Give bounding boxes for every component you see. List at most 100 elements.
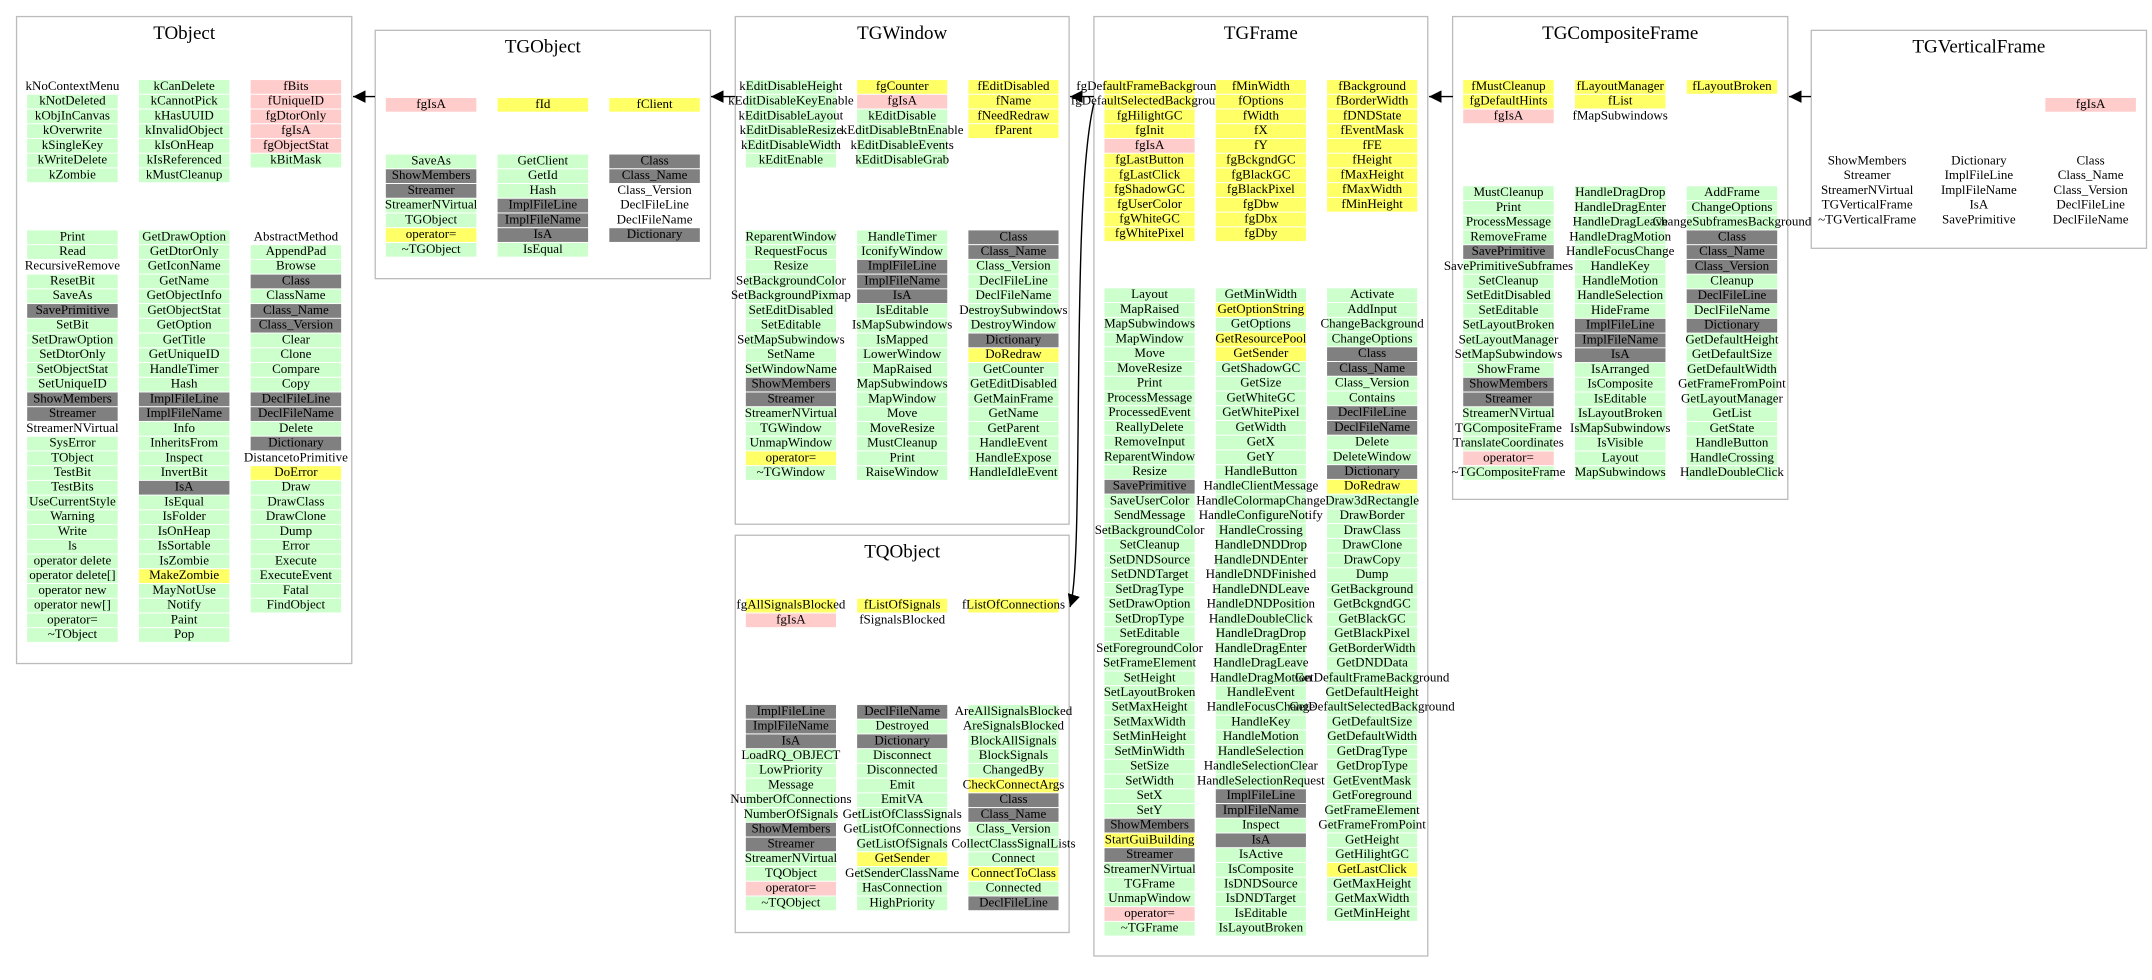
- member: SetDNDTarget: [1111, 566, 1189, 581]
- member: SetSize: [1130, 758, 1169, 773]
- member: GetFrameFromPoint: [1678, 376, 1786, 391]
- member: Hash: [529, 182, 556, 197]
- member-highlight: [968, 598, 1059, 613]
- member-highlight: [1463, 245, 1554, 259]
- member: fMinWidth: [1232, 78, 1290, 93]
- member-highlight: [250, 94, 342, 109]
- member: kNoContextMenu: [25, 78, 119, 93]
- member-highlight: [27, 377, 118, 392]
- member: fLayoutBroken: [1692, 78, 1772, 93]
- member: ShowMembers: [1110, 817, 1189, 832]
- member: Class_Name: [622, 167, 688, 182]
- member: Resize: [774, 258, 809, 273]
- member-highlight: [968, 763, 1059, 778]
- member-highlight: [968, 704, 1059, 719]
- member: HandleDragLeave: [1213, 655, 1309, 670]
- member: IsComposite: [1228, 861, 1294, 876]
- member: Streamer: [408, 182, 456, 197]
- member-highlight: [1463, 333, 1554, 348]
- member: MapRaised: [1120, 301, 1180, 316]
- member-highlight: [250, 598, 342, 613]
- member: SetMinHeight: [1113, 728, 1187, 743]
- member: GetResourcePool: [1215, 330, 1306, 345]
- member-highlight: [1104, 597, 1195, 612]
- member-highlight: [1215, 907, 1306, 921]
- member-highlight: [1215, 212, 1306, 227]
- member: IsMapSubwindows: [852, 317, 952, 332]
- member: GetSize: [1240, 375, 1281, 390]
- member-highlight: [857, 363, 948, 377]
- member: MapWindow: [1116, 330, 1185, 345]
- member: GetFrameElement: [1324, 802, 1420, 817]
- member: BlockSignals: [979, 747, 1048, 762]
- member-highlight: [1215, 686, 1306, 700]
- member: HandleDNDFinished: [1206, 566, 1317, 581]
- member-highlight: [745, 451, 836, 466]
- member: DoError: [274, 464, 318, 479]
- member: GetHilightGC: [1335, 846, 1409, 861]
- member-highlight: [1327, 818, 1418, 833]
- member: IsA: [1611, 346, 1630, 361]
- member: GetBorderWidth: [1329, 640, 1416, 655]
- member: DeclFileName: [258, 405, 334, 420]
- member-highlight: [250, 333, 342, 348]
- member-highlight: [1104, 435, 1195, 450]
- member: Class: [282, 272, 310, 287]
- member: Class_Name: [981, 243, 1047, 258]
- member-highlight: [857, 94, 948, 109]
- member: fDNDState: [1343, 107, 1402, 122]
- member-highlight: [1215, 524, 1306, 538]
- member: Info: [173, 420, 195, 435]
- member: SetMinWidth: [1114, 743, 1185, 758]
- member: fId: [535, 96, 551, 111]
- member: GetDrawOption: [142, 228, 226, 243]
- member: Print: [1137, 375, 1163, 390]
- member: GetX: [1247, 434, 1276, 449]
- member-highlight: [968, 808, 1059, 822]
- member: GetObjectInfo: [147, 287, 222, 302]
- member-highlight: [745, 466, 836, 480]
- member: kEditDisableLayout: [739, 107, 844, 122]
- member: fNeedRedraw: [977, 107, 1050, 122]
- member: GetList: [1712, 405, 1751, 420]
- member-highlight: [385, 183, 477, 198]
- member-highlight: [857, 124, 948, 138]
- member: DrawClass: [267, 493, 324, 508]
- member-highlight: [745, 363, 836, 377]
- member-highlight: [857, 837, 948, 852]
- member: fgShadowGC: [1114, 181, 1185, 196]
- member-highlight: [1327, 612, 1418, 627]
- member-highlight: [857, 407, 948, 421]
- member-highlight: [857, 763, 948, 778]
- member-highlight: [138, 274, 230, 289]
- member: HandleDragEnter: [1574, 199, 1666, 214]
- member: kEditDisable: [868, 107, 936, 122]
- member: fgIsA: [776, 611, 806, 626]
- member-highlight: [1104, 362, 1195, 376]
- member-highlight: [138, 436, 230, 451]
- member: TQObject: [765, 865, 817, 880]
- member: Layout: [1131, 286, 1168, 301]
- member-highlight: [857, 598, 948, 613]
- member-highlight: [138, 94, 230, 109]
- member-highlight: [857, 719, 948, 734]
- member-highlight: [250, 495, 342, 510]
- member: Delete: [279, 420, 313, 435]
- member: SavePrimitive: [1472, 243, 1546, 258]
- member-highlight: [1215, 568, 1306, 583]
- member-highlight: [968, 421, 1059, 436]
- member: operator=: [1483, 449, 1534, 464]
- member: IsVisible: [1597, 435, 1643, 450]
- member-highlight: [138, 318, 230, 333]
- member: ShowMembers: [752, 821, 831, 836]
- member-highlight: [1463, 436, 1554, 451]
- member: Class_Name: [981, 806, 1047, 821]
- member: HandleButton: [1224, 463, 1297, 478]
- member: SetName: [767, 346, 815, 361]
- member-highlight: [1327, 671, 1418, 686]
- member: RaiseWindow: [866, 464, 940, 479]
- member: DeclFileLine: [979, 894, 1048, 909]
- member: EmitVA: [881, 791, 924, 806]
- member-highlight: [497, 169, 589, 183]
